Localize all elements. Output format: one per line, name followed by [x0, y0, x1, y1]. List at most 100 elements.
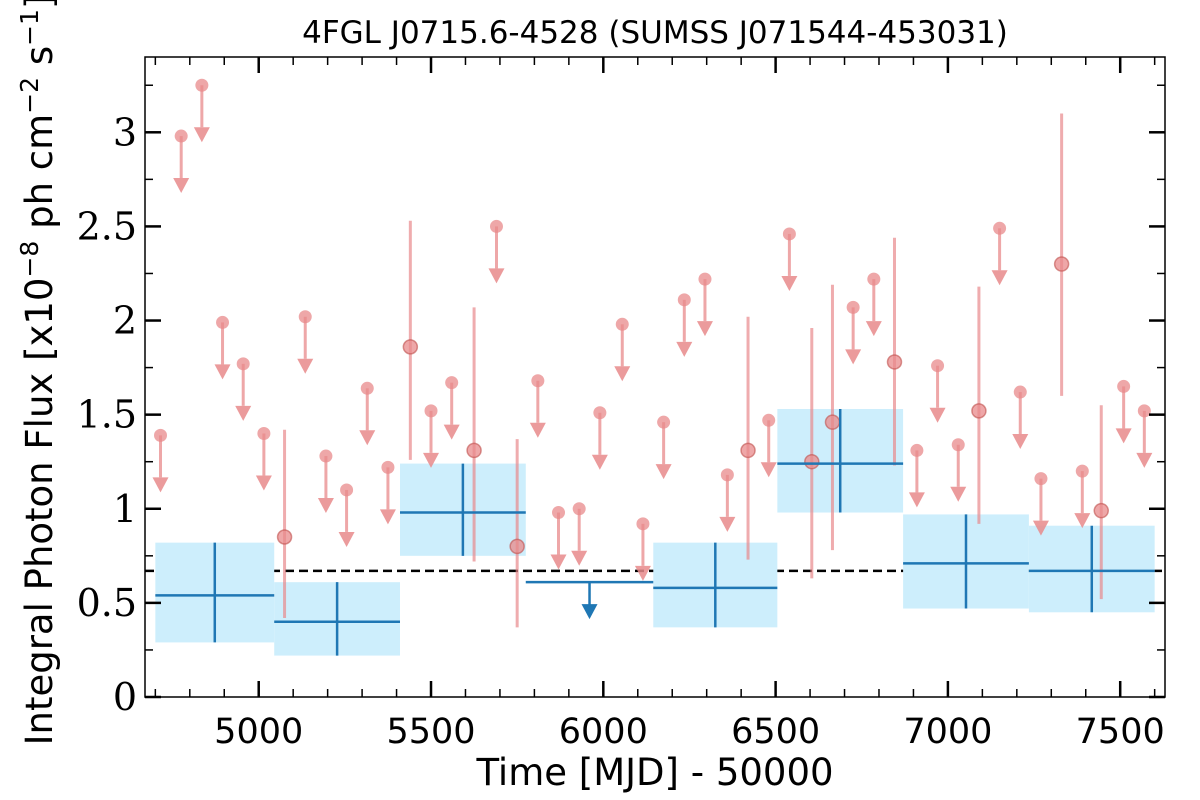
short-bin-point-9: [1053, 256, 1070, 272]
long-bin-detection-6: [1028, 525, 1155, 613]
short-bin-point-4: [740, 442, 756, 459]
short-bin-upper-limit-17: [591, 406, 608, 470]
y-axis-label-exp2: −2: [15, 77, 44, 114]
short-bin-detection-4: [740, 316, 756, 560]
y-tick-label-3: 1.5: [77, 393, 137, 437]
x-tick-label-4: 7000: [903, 712, 992, 752]
short-bin-upper-limit-10: [379, 460, 396, 525]
short-bin-upper-limit-8: [338, 483, 355, 547]
long-bin-detection-0: [155, 542, 275, 643]
short-bin-ul-point-1: [174, 129, 188, 143]
y-axis-label-main: Integral Photon Flux [x10: [18, 278, 61, 746]
short-bin-ul-point-13: [489, 219, 503, 233]
short-bin-detection-1: [402, 220, 419, 460]
x-tick-label-3: 6500: [731, 712, 820, 752]
short-bin-point-2: [466, 442, 482, 459]
short-bin-ul-point-11: [424, 404, 438, 418]
short-bin-upper-limit-29: [929, 359, 946, 423]
y-tick-label-1: 0.5: [77, 581, 137, 625]
short-bin-upper-limit-27: [865, 272, 882, 337]
short-bin-ul-point-15: [552, 506, 566, 520]
short-bin-upper-limit-33: [1032, 472, 1049, 536]
short-bin-ul-point-19: [636, 517, 650, 531]
short-bin-ul-arrow-20: [655, 464, 672, 480]
short-bin-point-6: [824, 414, 841, 430]
axes-layer: 5000 5500 6000 6500 7000 7500 0 0.5 1 1.5 2 2.5 3: [77, 56, 1166, 752]
y-axis-label-mid2: s: [18, 46, 61, 77]
short-bin-ul-arrow-3: [214, 364, 231, 380]
short-bin-ul-arrow-0: [152, 477, 169, 493]
long-bin-ul-arrow-0: [581, 604, 598, 620]
short-bin-upper-limit-22: [696, 272, 713, 337]
short-bin-ul-point-34: [1075, 464, 1089, 478]
long-bin-detection-2: [400, 463, 526, 556]
y-axis-label-end: ]: [18, 0, 61, 9]
short-bin-detection-10: [1093, 405, 1109, 600]
y-axis-label-mid: ph cm: [18, 114, 61, 241]
short-bin-ul-arrow-16: [571, 550, 588, 566]
y-axis-label: Integral Photon Flux [x10−8 ph cm−2 s−1]: [15, 0, 61, 745]
short-bin-ul-arrow-25: [781, 275, 798, 291]
short-bin-upper-limit-36: [1136, 404, 1153, 468]
y-axis-label-exp3: −1: [15, 9, 44, 46]
short-bin-ul-arrow-14: [529, 422, 546, 438]
short-bin-ul-point-6: [298, 310, 312, 324]
short-bin-ul-arrow-28: [908, 492, 925, 508]
short-bin-ul-arrow-17: [591, 454, 608, 470]
long-bin-detection-3: [653, 542, 778, 628]
short-bin-detection-9: [1053, 113, 1070, 396]
short-bin-detection-6: [824, 284, 841, 551]
short-bin-upper-limit-23: [719, 468, 736, 532]
short-bin-ul-point-27: [867, 272, 881, 286]
short-bin-ul-arrow-22: [696, 321, 713, 337]
short-bin-ul-arrow-32: [1012, 434, 1029, 450]
short-bin-ul-arrow-26: [845, 349, 862, 365]
short-bin-ul-point-18: [615, 317, 629, 331]
short-bin-ul-point-12: [445, 376, 459, 390]
short-bin-ul-point-32: [1013, 385, 1027, 399]
short-bin-upper-limit-26: [845, 300, 862, 365]
short-bin-upper-limit-19: [634, 517, 651, 581]
short-bin-ul-point-33: [1034, 472, 1048, 486]
short-bin-ul-point-17: [593, 406, 607, 420]
short-bin-ul-point-4: [236, 357, 250, 371]
long-bin-detection-5: [903, 514, 1029, 609]
short-bin-ul-point-36: [1137, 404, 1151, 418]
short-bin-ul-point-16: [572, 502, 586, 516]
short-bin-upper-limit-1: [173, 129, 190, 194]
plot-frame: [144, 56, 1166, 698]
short-bin-layer: [152, 78, 1153, 628]
short-bin-ul-arrow-4: [235, 405, 252, 421]
short-bin-upper-limit-18: [614, 317, 631, 382]
short-bin-ul-arrow-30: [950, 486, 967, 502]
short-bin-ul-point-0: [154, 428, 168, 442]
short-bin-upper-limit-13: [488, 219, 505, 284]
short-bin-ul-arrow-5: [255, 475, 272, 491]
short-bin-ul-arrow-24: [760, 462, 777, 478]
short-bin-ul-point-23: [720, 468, 734, 482]
short-bin-ul-arrow-19: [634, 565, 651, 581]
short-bin-ul-point-20: [657, 415, 671, 429]
short-bin-ul-arrow-31: [991, 270, 1008, 286]
short-bin-upper-limit-12: [443, 376, 460, 440]
short-bin-ul-arrow-10: [379, 509, 396, 525]
short-bin-ul-arrow-2: [193, 127, 210, 143]
short-bin-ul-arrow-27: [865, 321, 882, 337]
short-bin-upper-limit-24: [760, 413, 777, 478]
short-bin-ul-point-21: [677, 293, 691, 307]
short-bin-upper-limit-6: [297, 310, 314, 374]
y-axis-label-exp1: −8: [15, 241, 44, 278]
short-bin-ul-arrow-1: [173, 178, 190, 194]
short-bin-ul-point-10: [381, 460, 395, 474]
short-bin-upper-limit-5: [255, 426, 272, 491]
short-bin-ul-arrow-12: [443, 424, 460, 440]
short-bin-point-0: [276, 529, 293, 545]
short-bin-ul-arrow-21: [676, 341, 693, 357]
short-bin-upper-limit-4: [235, 357, 252, 421]
short-bin-point-8: [971, 403, 987, 419]
long-bin-detection-1: [274, 582, 400, 656]
short-bin-point-3: [509, 538, 525, 555]
short-bin-detection-5: [804, 328, 820, 579]
short-bin-ul-point-9: [360, 381, 374, 395]
short-bin-upper-limit-15: [550, 506, 567, 570]
